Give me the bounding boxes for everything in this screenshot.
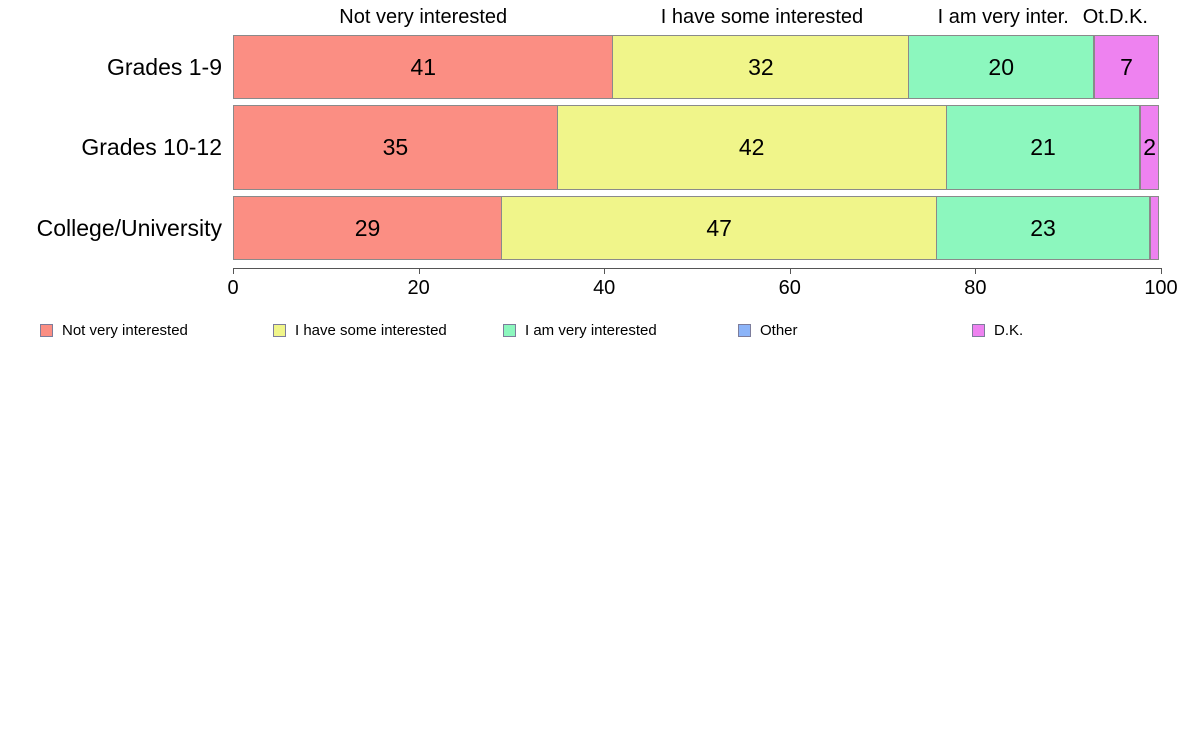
segment-value-label: 47	[706, 214, 732, 241]
x-axis-tick	[789, 268, 791, 274]
column-header-5: D.K.	[1109, 6, 1148, 28]
column-header-2: I have some interested	[660, 6, 864, 28]
legend-label: I have some interested	[295, 322, 447, 339]
bar-segment: 32	[612, 35, 910, 99]
legend-swatch-icon	[503, 324, 516, 337]
x-axis-tick	[418, 268, 420, 274]
bar-segment: 2	[1140, 105, 1159, 190]
legend-label: Not very interested	[62, 322, 188, 339]
segment-value-label: 41	[410, 53, 437, 80]
bar-row: 35 42 21 2	[233, 105, 1159, 190]
x-axis-tick	[233, 268, 234, 274]
segment-value-label: 2	[1143, 134, 1157, 160]
bar-segment: 47	[501, 196, 938, 260]
x-axis-tick	[1161, 268, 1162, 274]
x-axis-tick-label: 0	[227, 277, 239, 299]
column-header-4: Ot.	[1082, 6, 1110, 28]
legend-item: D.K.	[972, 322, 1023, 339]
x-axis-tick-label: 20	[407, 277, 430, 299]
segment-value-label: 29	[354, 214, 381, 241]
legend-label: Other	[760, 322, 798, 339]
bar-segment: 35	[233, 105, 558, 190]
segment-value-label: 23	[1030, 214, 1056, 241]
legend-item: Other	[738, 322, 798, 339]
bar-segment: 21	[945, 105, 1141, 190]
legend-item: I am very interested	[503, 322, 657, 339]
segment-value-label: 35	[382, 134, 409, 160]
bar-segment: 42	[556, 105, 947, 190]
bar-segment: 20	[908, 35, 1095, 99]
bar-row: 41 32 20 7	[233, 35, 1159, 99]
category-label: Grades 10-12	[81, 134, 222, 160]
legend-item: Not very interested	[40, 322, 188, 339]
legend-swatch-icon	[40, 324, 53, 337]
segment-value-label: 7	[1120, 53, 1133, 80]
column-header-1: Not very interested	[339, 6, 508, 28]
x-axis-tick-label: 80	[964, 277, 987, 299]
legend-label: D.K.	[994, 322, 1024, 339]
legend-item: I have some interested	[273, 322, 447, 339]
segment-value-label: 42	[738, 134, 765, 160]
legend-label: I am very interested	[525, 322, 657, 339]
bar-segment: 7	[1094, 35, 1159, 99]
segment-value-label: 21	[1030, 134, 1056, 160]
category-label: College/University	[36, 214, 222, 241]
legend-swatch-icon	[738, 324, 751, 337]
bar-row: 29 47 23	[233, 196, 1159, 260]
category-label: Grades 1-9	[106, 53, 222, 80]
x-axis-tick	[604, 268, 606, 274]
x-axis-tick-label: 40	[593, 277, 616, 299]
segment-value-label: 20	[988, 53, 1015, 80]
column-header-3: I am very inter.	[937, 6, 1069, 28]
bar-segment: 41	[233, 35, 614, 99]
x-axis-tick-label: 60	[778, 277, 801, 299]
x-axis-tick	[975, 268, 977, 274]
segment-value-label: 32	[748, 53, 774, 80]
bar-segment	[1149, 196, 1159, 260]
bar-segment: 29	[233, 196, 503, 260]
legend-swatch-icon	[273, 324, 286, 337]
legend-swatch-icon	[972, 324, 985, 337]
x-axis-tick-label: 100	[1144, 277, 1178, 299]
x-axis-line	[233, 268, 1162, 269]
bar-segment: 23	[936, 196, 1150, 260]
